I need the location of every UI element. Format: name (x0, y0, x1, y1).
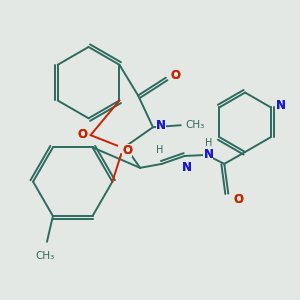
Text: O: O (122, 143, 132, 157)
Text: O: O (233, 193, 243, 206)
Text: N: N (182, 161, 192, 174)
Text: N: N (203, 148, 214, 161)
Text: CH₃: CH₃ (185, 120, 204, 130)
Text: N: N (182, 161, 192, 174)
Text: O: O (78, 128, 88, 141)
Text: N: N (156, 119, 166, 132)
Text: O: O (171, 69, 181, 82)
Text: O: O (78, 128, 88, 141)
Text: O: O (233, 193, 243, 206)
Text: O: O (122, 143, 132, 157)
Text: N: N (203, 148, 214, 161)
Text: O: O (171, 69, 181, 82)
Text: H: H (205, 138, 212, 148)
Text: N: N (156, 119, 166, 132)
Circle shape (118, 143, 128, 153)
Text: CH₃: CH₃ (35, 251, 55, 261)
Text: N: N (276, 99, 286, 112)
Text: N: N (276, 99, 286, 112)
Text: H: H (156, 145, 164, 155)
